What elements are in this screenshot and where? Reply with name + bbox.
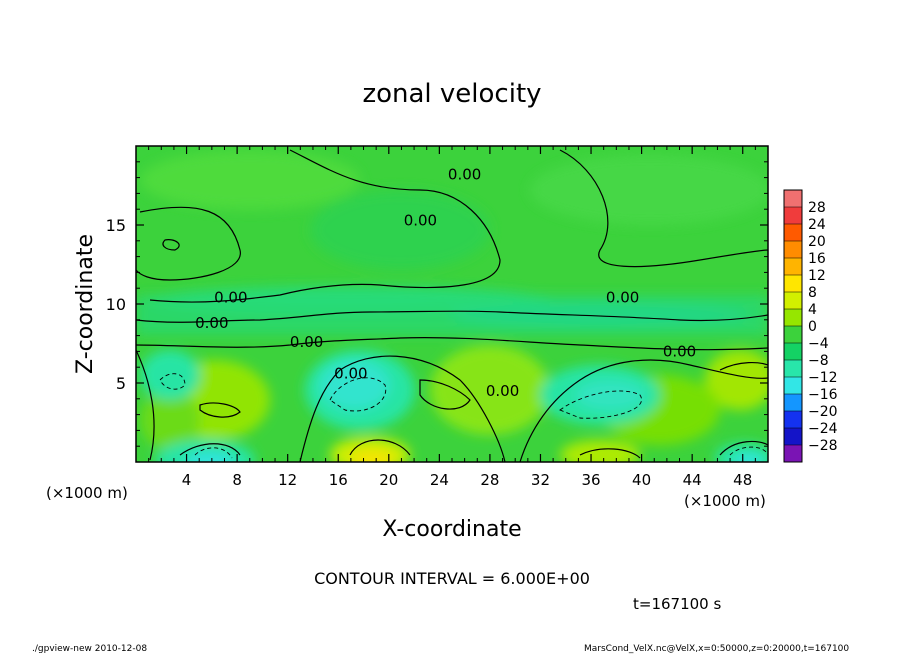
colorbar-segment	[784, 224, 802, 242]
contour-label: 0.00	[195, 314, 228, 332]
x-tick-label: 24	[430, 471, 449, 489]
colorbar-segment	[784, 428, 802, 446]
contour-label: 0.00	[334, 365, 367, 383]
colorbar-label: −4	[808, 336, 829, 352]
colorbar-label: 0	[808, 319, 817, 335]
colorbar-segment	[784, 207, 802, 225]
colorbar-label: 20	[808, 234, 826, 250]
colorbar-segment	[784, 343, 802, 361]
contour-label: 0.00	[404, 211, 437, 229]
footer-left: ./gpview-new 2010-12-08	[32, 644, 147, 654]
chart-title: zonal velocity	[362, 79, 541, 109]
x-tick-label: 36	[581, 471, 600, 489]
colorbar-label: −12	[808, 370, 838, 386]
y-tick-label: 10	[106, 295, 126, 314]
x-tick-label: 32	[531, 471, 550, 489]
colorbar-segment	[784, 394, 802, 412]
x-tick-label: 16	[329, 471, 348, 489]
contour-interval-text: CONTOUR INTERVAL = 6.000E+00	[314, 569, 590, 588]
x-tick-label: 20	[379, 471, 398, 489]
contour-label: 0.00	[448, 165, 481, 183]
colorbar-label: −20	[808, 404, 838, 420]
x-tick-label: 8	[232, 471, 242, 489]
x-tick-label: 4	[182, 471, 192, 489]
colorbar-label: 28	[808, 200, 826, 216]
contour-label: 0.00	[290, 333, 323, 351]
colorbar-segment	[784, 326, 802, 344]
colorbar-segment	[784, 309, 802, 327]
colorbar-label: 16	[808, 251, 826, 267]
y-unit-label: (×1000 m)	[46, 484, 128, 502]
x-tick-label: 44	[683, 471, 702, 489]
colorbar-label: −8	[808, 353, 829, 369]
colorbar-segment	[784, 258, 802, 276]
contour-label: 0.00	[663, 342, 696, 360]
colorbar-segment	[784, 360, 802, 378]
footer-right: MarsCond_VelX.nc@VelX,x=0:50000,z=0:2000…	[584, 644, 849, 654]
colorbar-label: −24	[808, 421, 838, 437]
x-axis: 4 8 12 16 20 24 28 32 36 40 44 48	[148, 146, 756, 489]
y-axis: 5 10 15	[106, 161, 768, 447]
colorbar-label: −16	[808, 387, 838, 403]
colorbar-label: 8	[808, 285, 817, 301]
time-label: t=167100 s	[633, 595, 721, 613]
contour-labels: 0.00 0.00 0.00 0.00 0.00 0.00 0.00 0.00 0.00	[195, 165, 696, 399]
velocity-field	[136, 146, 768, 462]
contour-label: 0.00	[606, 289, 639, 307]
x-tick-label: 12	[278, 471, 297, 489]
colorbar-label: 24	[808, 217, 826, 233]
colorbar-label: 12	[808, 268, 826, 284]
x-tick-label: 28	[480, 471, 499, 489]
contour-label: 0.00	[486, 382, 519, 400]
colorbar-label: 4	[808, 302, 817, 318]
y-tick-label: 15	[106, 216, 126, 235]
colorbar-segment	[784, 241, 802, 259]
colorbar-label: −28	[808, 438, 838, 454]
colorbar-segment	[784, 292, 802, 310]
y-axis-label: Z-coordinate	[73, 234, 98, 374]
x-tick-label: 40	[632, 471, 651, 489]
y-tick-label: 5	[116, 374, 126, 393]
x-tick-label: 48	[733, 471, 752, 489]
colorbar-segment	[784, 190, 802, 208]
x-unit-label: (×1000 m)	[684, 492, 766, 510]
colorbar-segment	[784, 445, 802, 463]
colorbar-segment	[784, 275, 802, 293]
colorbar-segment	[784, 411, 802, 429]
x-axis-label: X-coordinate	[382, 517, 521, 542]
contour-label: 0.00	[214, 289, 247, 307]
colorbar-segment	[784, 377, 802, 395]
